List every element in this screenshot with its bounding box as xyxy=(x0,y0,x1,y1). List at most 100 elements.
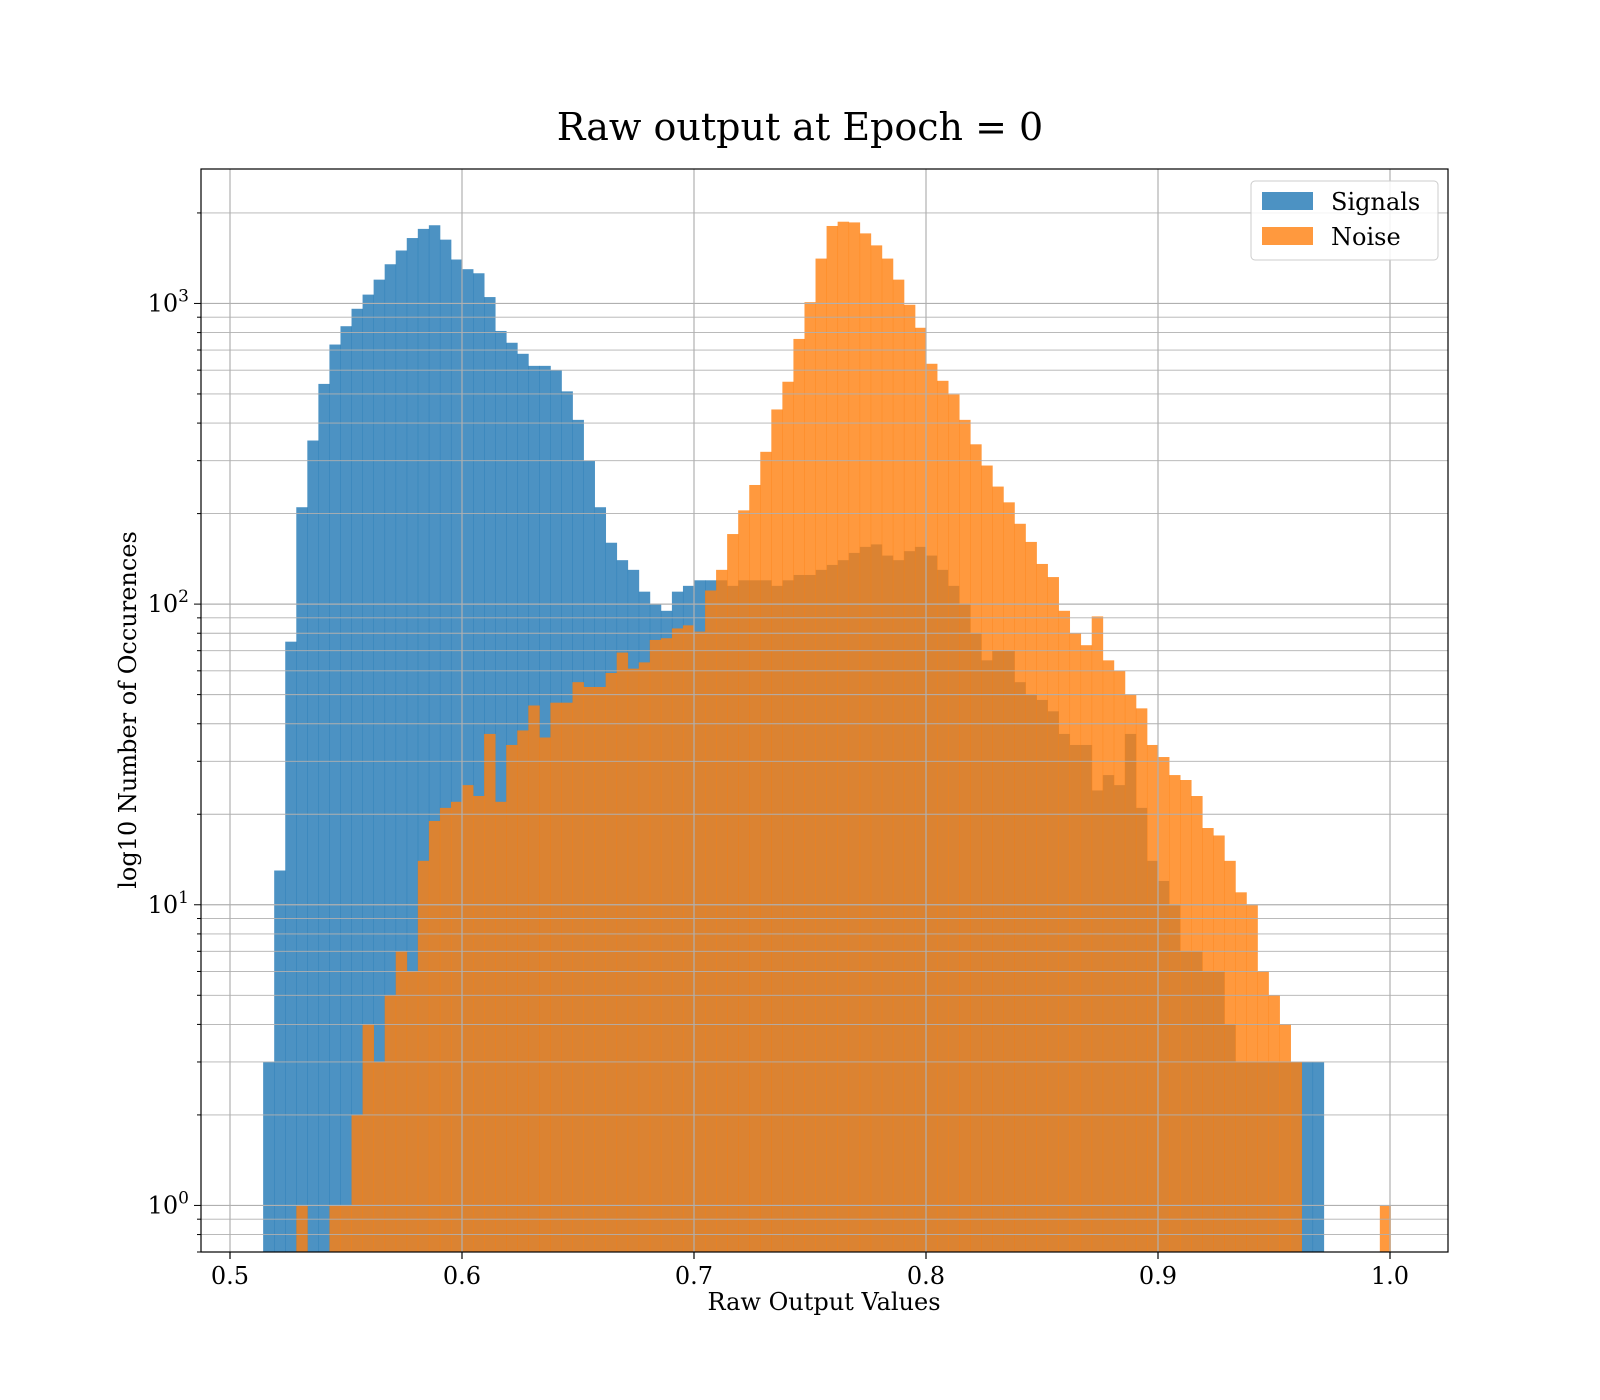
hist-bar-noise xyxy=(1080,645,1093,1252)
hist-bar-signals xyxy=(439,239,452,1252)
hist-bar-noise xyxy=(616,652,629,1252)
hist-bar-signals xyxy=(462,269,474,1252)
x-tick-label: 0.5 xyxy=(211,1262,249,1290)
hist-bar-noise xyxy=(1279,1024,1291,1252)
hist-bar-signals xyxy=(417,228,430,1252)
hist-bar-noise xyxy=(638,662,651,1252)
hist-bar-noise xyxy=(462,785,474,1252)
hist-bar-noise xyxy=(1113,670,1126,1252)
y-axis-label: log10 Number of Occurences xyxy=(114,531,142,889)
hist-bar-signals xyxy=(274,870,286,1252)
hist-bar-signals xyxy=(428,225,441,1252)
hist-bar-noise xyxy=(914,327,927,1252)
hist-bar-noise xyxy=(1014,523,1026,1252)
chart-title: Raw output at Epoch = 0 xyxy=(557,105,1043,149)
hist-bar-noise xyxy=(705,590,717,1252)
hist-bar-noise xyxy=(727,534,739,1252)
y-tick-label: 102 xyxy=(148,587,189,618)
hist-bar-signals xyxy=(340,326,352,1253)
legend-label-noise: Noise xyxy=(1331,223,1401,251)
hist-bar-noise xyxy=(892,279,905,1252)
hist-bar-noise xyxy=(903,304,916,1252)
hist-bar-noise xyxy=(517,730,529,1252)
hist-bar-noise xyxy=(406,971,419,1252)
hist-bar-signals xyxy=(307,440,319,1252)
y-tick-label: 100 xyxy=(148,1188,189,1219)
hist-bar-noise xyxy=(1246,904,1258,1252)
hist-bar-noise xyxy=(1235,892,1247,1252)
hist-bar-noise xyxy=(1169,775,1181,1252)
hist-bar-signals xyxy=(1312,1061,1325,1252)
hist-bar-noise xyxy=(572,682,584,1252)
hist-bar-signals xyxy=(384,264,397,1252)
hist-bar-noise xyxy=(771,409,783,1253)
hist-bar-noise xyxy=(793,338,805,1252)
hist-bar-noise xyxy=(594,687,607,1252)
x-tick-label: 0.8 xyxy=(907,1262,945,1290)
hist-bar-signals xyxy=(1301,1061,1314,1252)
hist-bar-noise xyxy=(627,668,640,1252)
hist-bar-noise xyxy=(395,951,408,1252)
x-tick-label: 0.6 xyxy=(443,1262,481,1290)
hist-bar-noise xyxy=(815,258,827,1253)
hist-bar-noise xyxy=(992,486,1004,1252)
x-axis-label: Raw Output Values xyxy=(707,1288,940,1316)
hist-bar-signals xyxy=(285,641,297,1252)
hist-bar-signals xyxy=(395,250,408,1252)
hist-bar-noise xyxy=(561,702,573,1252)
hist-bar-noise xyxy=(539,737,551,1252)
hist-bar-noise xyxy=(1124,694,1137,1252)
hist-bar-noise xyxy=(1025,541,1037,1252)
hist-bar-noise xyxy=(738,510,750,1252)
legend-label-signals: Signals xyxy=(1331,188,1420,216)
legend-swatch-noise xyxy=(1262,227,1313,245)
grid-lines xyxy=(201,169,1448,1253)
hist-bar-noise xyxy=(948,394,960,1253)
hist-bar-signals xyxy=(473,273,485,1252)
hist-bar-signals xyxy=(406,238,419,1253)
hist-bar-signals xyxy=(373,279,386,1252)
hist-bar-noise xyxy=(694,631,706,1252)
hist-bar-noise xyxy=(826,225,839,1253)
hist-bar-noise xyxy=(1290,1061,1303,1252)
legend: Signals Noise xyxy=(1250,180,1439,261)
x-tick-label: 0.9 xyxy=(1139,1262,1177,1290)
hist-bar-noise xyxy=(970,444,982,1252)
hist-bar-signals xyxy=(318,383,330,1252)
hist-bar-noise xyxy=(428,820,441,1252)
hist-bar-noise xyxy=(340,1205,352,1252)
y-tick-label: 101 xyxy=(148,888,189,919)
hist-bar-noise xyxy=(716,569,728,1252)
hist-bar-noise xyxy=(649,639,662,1252)
hist-bar-noise xyxy=(495,801,507,1252)
hist-bar-noise xyxy=(373,1061,386,1252)
hist-bar-signals xyxy=(351,308,363,1252)
hist-bar-noise xyxy=(760,451,772,1252)
hist-bar-noise xyxy=(1257,971,1269,1252)
hist-bar-noise xyxy=(959,419,971,1252)
hist-bar-noise xyxy=(1036,563,1048,1252)
hist-bar-signals xyxy=(450,259,463,1252)
plot-frame xyxy=(200,168,1449,1253)
hist-bar-noise xyxy=(384,995,397,1252)
hist-bar-noise xyxy=(1180,780,1192,1252)
hist-bar-noise xyxy=(804,302,816,1252)
hist-bar-signals xyxy=(362,294,375,1252)
hist-bar-noise xyxy=(671,628,684,1252)
hist-bar-noise xyxy=(550,702,562,1252)
series-noise xyxy=(296,221,1303,1253)
y-axis-ticks: 100 101 102 103 xyxy=(148,212,201,1253)
plot-bars xyxy=(263,221,1391,1253)
hist-bar-noise xyxy=(1135,708,1148,1252)
hist-bar-noise xyxy=(329,1205,341,1252)
hist-bar-noise xyxy=(937,380,949,1252)
hist-bar-noise xyxy=(1213,835,1225,1252)
legend-swatch-signals xyxy=(1262,192,1313,210)
hist-bar-signals xyxy=(296,507,308,1253)
hist-bar-noise xyxy=(583,687,595,1252)
hist-bar-noise xyxy=(870,245,883,1252)
hist-bar-noise xyxy=(450,801,463,1252)
hist-bar-noise xyxy=(605,673,618,1252)
x-tick-label: 1.0 xyxy=(1371,1262,1409,1290)
